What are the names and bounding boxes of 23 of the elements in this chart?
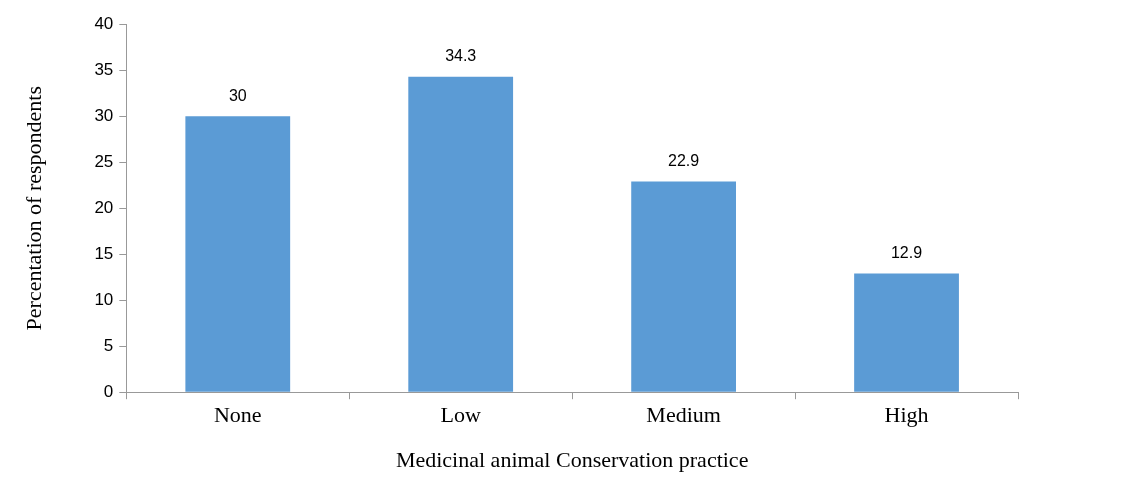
data-label: 34.3 <box>445 47 477 65</box>
bar <box>185 116 291 392</box>
y-tick-label: 30 <box>94 105 114 125</box>
y-axis-title: Percentation of respondents <box>20 86 46 331</box>
x-tick-label: Low <box>440 402 481 428</box>
x-tick-label: Medium <box>646 402 721 428</box>
y-tick-label: 25 <box>94 151 114 171</box>
data-label: 22.9 <box>668 151 700 169</box>
y-tick-label: 10 <box>94 289 114 309</box>
x-tick-label: High <box>884 402 929 428</box>
data-label: 12.9 <box>890 243 923 261</box>
y-tick-label: 5 <box>103 335 114 355</box>
bar <box>631 181 736 392</box>
bar <box>408 76 514 392</box>
y-tick-label: 20 <box>94 197 114 217</box>
y-tick-label: 0 <box>103 381 114 401</box>
y-tick-label: 35 <box>94 59 114 79</box>
x-tick-label: None <box>213 402 262 428</box>
y-tick-label: 40 <box>94 13 114 33</box>
bar <box>854 273 959 392</box>
y-tick-label: 15 <box>94 243 114 263</box>
data-label: 30 <box>228 86 247 104</box>
x-axis-title: Medicinal animal Conservation practice <box>395 446 749 472</box>
